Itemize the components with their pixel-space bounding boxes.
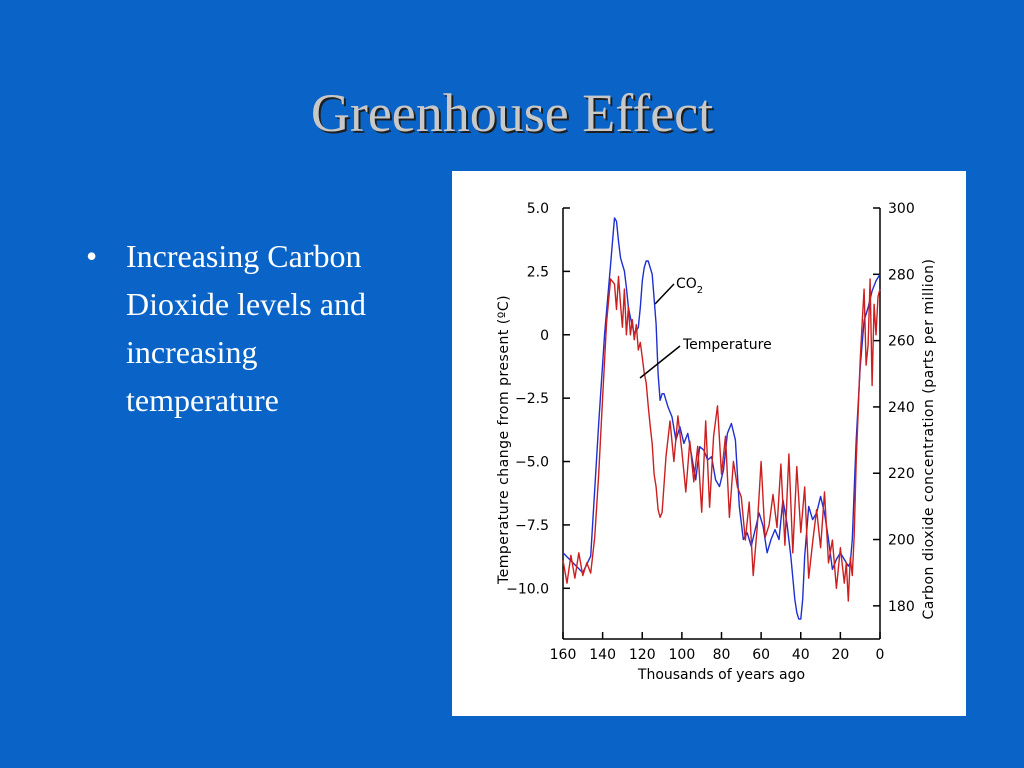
x-tick-label: 120	[629, 647, 656, 663]
slide-title: Greenhouse Effect	[310, 83, 714, 143]
left-tick-label: −10.0	[506, 581, 549, 597]
left-tick-label: −7.5	[515, 518, 549, 534]
right-tick-label: 280	[888, 267, 915, 283]
co2-label: CO2	[676, 276, 703, 296]
right-tick-label: 200	[888, 533, 915, 549]
right-axis-title: Carbon dioxide concentration (parts per …	[921, 258, 937, 619]
right-tick-label: 300	[888, 201, 915, 217]
left-tick-label: −2.5	[515, 391, 549, 407]
temperature-label: Temperature	[682, 337, 772, 353]
right-tick-label: 260	[888, 334, 915, 350]
left-tick-label: 2.5	[527, 264, 549, 280]
co2-temperature-chart: 160 140 120 100 80 60 40 20 05.02.50−2.5−5.0−7.5…	[496, 201, 937, 683]
temperature-series-line	[562, 275, 881, 602]
x-tick-label: 100	[669, 647, 696, 663]
left-tick-label: 0	[540, 328, 549, 344]
left-tick-label: −5.0	[515, 455, 549, 471]
right-tick-label: 240	[888, 400, 915, 416]
x-axis-title: Thousands of years ago	[637, 667, 805, 683]
x-tick-label: 140	[589, 647, 616, 663]
right-tick-label: 180	[888, 599, 915, 615]
left-tick-label: 5.0	[527, 201, 549, 217]
x-tick-label: 40	[792, 647, 810, 663]
co2-leader-line	[654, 283, 675, 305]
x-tick-label: 0	[876, 647, 885, 663]
bullet-item: • Increasing Carbon Dioxide levels and i…	[84, 232, 414, 424]
left-axis-title: Temperature change from present (ºC)	[496, 295, 512, 585]
x-tick-label: 80	[713, 647, 731, 663]
temperature-leader-line	[639, 345, 681, 379]
co2-series-line	[562, 217, 881, 620]
bullet-list: • Increasing Carbon Dioxide levels and i…	[84, 232, 414, 424]
right-tick-label: 220	[888, 466, 915, 482]
bullet-text: Increasing Carbon Dioxide levels and inc…	[126, 238, 366, 418]
bullet-marker: •	[86, 238, 98, 274]
co2-label-subscript: 2	[697, 285, 703, 296]
x-tick-label: 20	[831, 647, 849, 663]
x-tick-label: 160	[550, 647, 577, 663]
chart-panel: 160 140 120 100 80 60 40 20 0 5.0 2.5 0 −2.5 −5.0 −7.5…	[452, 171, 966, 716]
x-tick-label: 60	[752, 647, 770, 663]
